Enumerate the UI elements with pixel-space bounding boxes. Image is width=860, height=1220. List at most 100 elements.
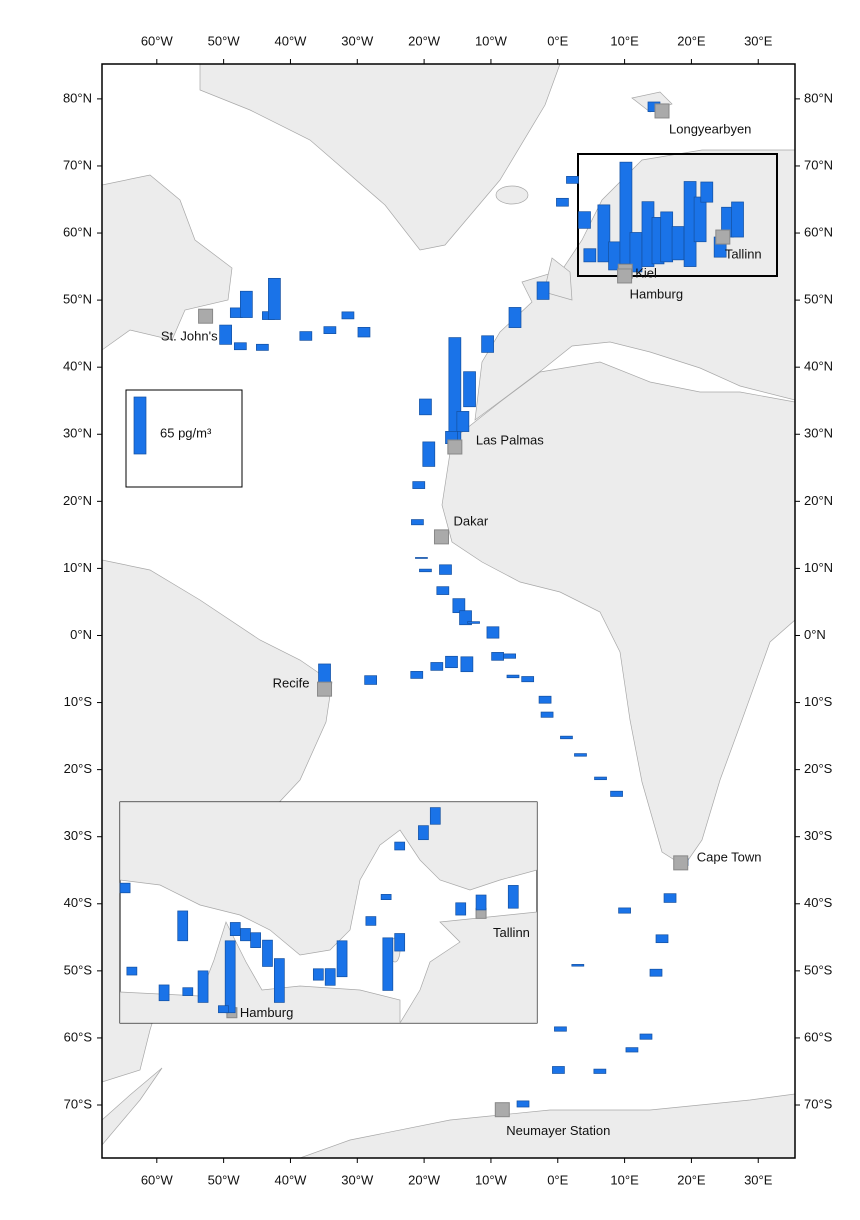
bar — [538, 695, 552, 704]
bar — [503, 653, 516, 659]
x-tick-label: 0°E — [547, 33, 568, 48]
inset-bar — [240, 928, 251, 942]
y-tick-label: 80°N — [63, 90, 92, 105]
bar — [467, 621, 480, 624]
y-tick-label: 10°S — [64, 694, 93, 709]
legend-bar — [133, 396, 147, 455]
y-tick-label: 60°N — [63, 224, 92, 239]
place-marker — [447, 439, 463, 455]
bar — [571, 964, 585, 967]
bar — [357, 326, 371, 338]
x-tick-label: 10°W — [475, 33, 508, 48]
y-tick-label: 30°N — [63, 426, 92, 441]
bar — [233, 342, 247, 351]
place-label: Neumayer Station — [506, 1123, 610, 1138]
legend: 65 pg/m³ — [125, 389, 243, 488]
inset-place-label: Tallinn — [493, 925, 530, 940]
y-tick-label: 70°S — [804, 1096, 833, 1111]
bar — [506, 674, 520, 679]
bar — [459, 610, 472, 626]
inset-bar — [197, 970, 209, 1003]
bar — [540, 711, 554, 718]
y-tick-label: 70°N — [63, 157, 92, 172]
bar — [618, 907, 631, 914]
x-tick-label: 60°W — [141, 33, 174, 48]
y-tick-label: 30°N — [804, 426, 833, 441]
bar — [239, 290, 253, 318]
bar — [452, 598, 466, 614]
y-tick-label: 60°S — [64, 1029, 93, 1044]
y-tick-label: 50°N — [63, 292, 92, 307]
bar — [593, 1068, 607, 1074]
x-tick-label: 20°W — [408, 33, 441, 48]
bar — [663, 893, 677, 903]
inset-bar — [429, 807, 441, 825]
y-tick-label: 20°S — [804, 761, 833, 776]
bar — [655, 934, 669, 944]
bar — [456, 411, 470, 432]
inset-bar — [218, 1005, 229, 1014]
bar — [412, 481, 426, 489]
bar — [491, 652, 504, 661]
inset-bar — [418, 825, 429, 841]
inset-bar — [312, 968, 324, 981]
x-tick-label: 40°W — [274, 1172, 307, 1187]
inset-bar — [262, 939, 273, 967]
inset-bar — [182, 987, 194, 996]
x-tick-label: 30°W — [341, 33, 374, 48]
y-tick-label: 30°S — [804, 828, 833, 843]
inset-bar — [324, 968, 336, 986]
bar — [436, 586, 450, 595]
place-label: Tallinn — [725, 246, 762, 261]
y-tick-label: 10°N — [63, 560, 92, 575]
bar — [556, 197, 569, 207]
place-label: Kiel — [635, 266, 657, 281]
place-marker — [198, 308, 214, 324]
x-tick-label: 50°W — [208, 33, 241, 48]
bar — [299, 331, 313, 341]
zoom-box — [577, 153, 778, 277]
y-tick-label: 50°S — [804, 962, 833, 977]
bar — [323, 326, 337, 334]
inset-bar — [250, 932, 261, 948]
bar — [516, 1100, 530, 1108]
bar — [460, 656, 474, 673]
bar — [594, 776, 607, 781]
x-tick-label: 20°W — [408, 1172, 441, 1187]
place-label: Las Palmas — [476, 432, 544, 447]
bar — [419, 398, 432, 416]
x-tick-label: 60°W — [141, 1172, 174, 1187]
bar — [574, 753, 587, 757]
x-tick-label: 30°E — [744, 33, 773, 48]
y-tick-label: 40°N — [804, 359, 833, 374]
bar — [560, 735, 573, 740]
place-marker — [654, 103, 670, 119]
y-tick-label: 30°S — [64, 828, 93, 843]
place-marker — [433, 529, 449, 545]
y-tick-label: 60°S — [804, 1029, 833, 1044]
place-label: Hamburg — [630, 286, 683, 301]
x-tick-label: 20°E — [677, 33, 706, 48]
x-tick-label: 40°W — [274, 33, 307, 48]
bar — [415, 557, 428, 559]
x-tick-label: 0°E — [547, 1172, 568, 1187]
x-tick-label: 30°E — [744, 1172, 773, 1187]
y-tick-label: 0°N — [70, 627, 92, 642]
y-tick-label: 20°N — [804, 493, 833, 508]
x-tick-label: 10°E — [610, 33, 639, 48]
y-tick-label: 40°N — [63, 359, 92, 374]
x-tick-label: 30°W — [341, 1172, 374, 1187]
y-tick-label: 10°N — [804, 560, 833, 575]
place-label: Recife — [273, 676, 310, 691]
y-tick-label: 20°N — [63, 493, 92, 508]
bar — [554, 1026, 567, 1032]
bar — [649, 968, 663, 977]
bar — [486, 626, 500, 639]
inset-bar — [273, 958, 285, 1003]
bar — [422, 441, 436, 467]
inset-bar — [507, 885, 519, 909]
y-tick-label: 60°N — [804, 224, 833, 239]
y-tick-label: 40°S — [804, 895, 833, 910]
bar — [660, 211, 674, 263]
